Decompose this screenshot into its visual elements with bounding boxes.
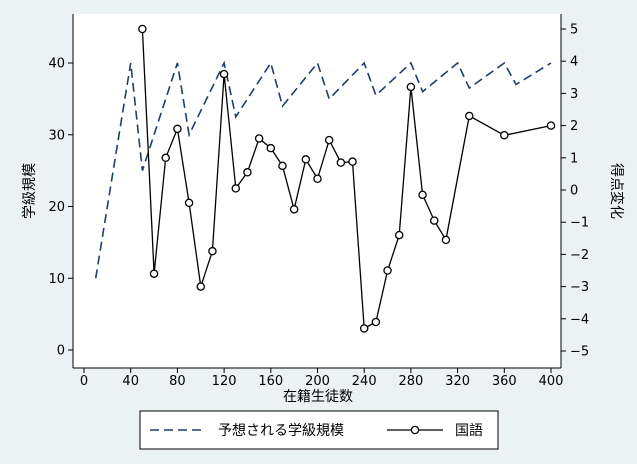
data-point-japanese [348,157,357,166]
y-right-tick-label: −2 [570,248,589,263]
series-line-expected-class-size [94,60,552,279]
legend-label-japanese: 国語 [455,423,483,439]
data-point-japanese [173,124,182,134]
data-point-japanese [441,235,451,245]
data-point-japanese [301,155,311,164]
x-tick-label: 360 [492,374,517,389]
x-tick-label: 280 [398,374,423,389]
data-point-japanese [406,82,416,92]
data-point-japanese [359,324,369,333]
x-tick-label: 160 [258,374,283,389]
legend: 予想される学級規模 国語 [139,410,499,450]
data-point-japanese [243,168,252,177]
data-point-japanese [429,216,439,225]
data-point-japanese [313,174,322,183]
series-line-japanese [141,28,552,330]
x-axis-title: 在籍生徒数 [283,388,353,405]
x-tick-label: 320 [445,374,470,389]
data-point-japanese [371,317,381,327]
y-right-tick-label: −1 [570,216,589,231]
x-tick-label: 120 [212,374,237,389]
x-tick-label: 400 [539,374,564,389]
data-point-japanese [208,246,217,256]
y-left-tick-label: 30 [48,128,65,143]
y-left-tick-label: 10 [48,272,65,287]
y-axis-right-title: 得点変化 [608,163,625,219]
data-point-japanese [383,266,392,275]
legend-label-expected-class-size: 予想される学級規模 [218,423,344,439]
x-tick-label: 40 [122,374,139,389]
y-right-tick-label: 4 [570,55,578,70]
data-point-japanese [278,161,287,171]
y-right-tick-label: 0 [570,184,578,199]
data-point-japanese [324,135,334,145]
data-point-japanese [184,198,194,208]
y-left-tick-label: 20 [48,200,65,215]
y-left-tick-label: 0 [57,344,65,359]
data-point-japanese [149,269,159,278]
y-axis-left-title: 学級規模 [22,163,38,219]
data-point-japanese [418,190,427,200]
axes: 0 40 80 120 160 200 240 280 320 360 400010203040−5… [48,14,589,389]
y-left-tick-label: 40 [48,57,65,72]
y-right-tick-label: 3 [570,87,578,102]
data-point-japanese [546,121,556,130]
data-point-japanese [196,282,205,291]
plot-area [73,14,561,368]
y-right-tick-label: 2 [570,119,578,134]
series-layer [94,24,556,333]
data-point-japanese [336,158,346,167]
legend-marker-japanese [410,425,420,435]
data-point-japanese [138,24,147,34]
data-point-japanese [219,69,229,79]
data-point-japanese [231,184,241,193]
x-tick-label: 200 [305,374,330,389]
y-right-tick-label: 5 [570,23,578,38]
x-tick-label: 0 [80,374,88,389]
data-point-japanese [266,143,276,153]
data-point-japanese [500,131,509,140]
x-tick-label: 240 [352,374,377,389]
y-right-tick-label: −3 [570,280,589,295]
y-right-tick-label: −4 [570,312,589,327]
data-point-japanese [161,153,170,163]
data-point-japanese [465,111,474,121]
data-point-japanese [254,134,264,143]
y-right-tick-label: −5 [570,345,589,360]
x-tick-label: 80 [169,374,186,389]
data-point-japanese [289,205,299,214]
y-right-tick-label: 1 [570,151,578,166]
data-point-japanese [394,230,404,240]
